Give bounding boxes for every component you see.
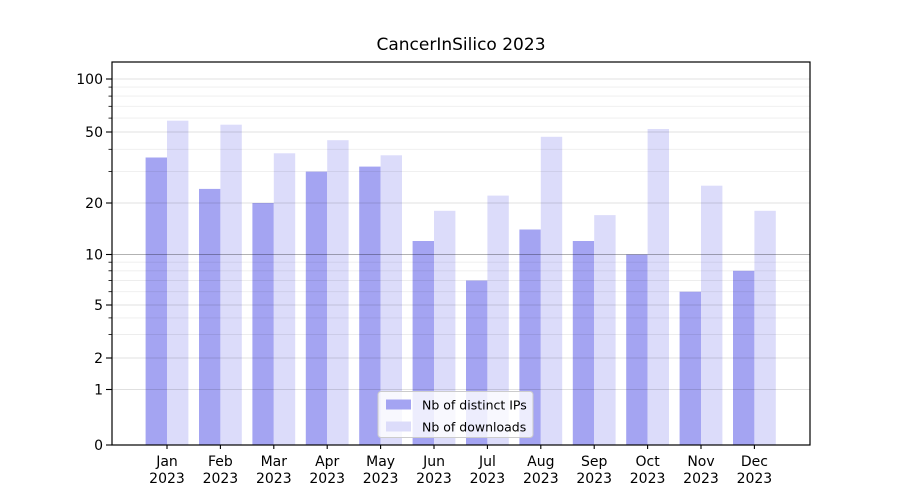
bar-ips-Apr [305,171,328,445]
chart-title: CancerInSilico 2023 [376,35,546,55]
y-tick-label-2: 2 [94,351,103,367]
x-tick-label-month-Feb: Feb [208,454,233,470]
bar-downloads-Mar [273,153,296,446]
y-tick-label-100: 100 [76,72,103,88]
bar-downloads-Sep [594,215,616,445]
bar-ips-Feb [199,188,221,445]
x-tick-label-month-Jun: Jun [422,454,445,470]
legend-swatch-ips [386,399,411,410]
x-tick-label-month-Aug: Aug [527,454,554,470]
x-tick-label-year-Nov: 2023 [683,471,719,487]
bar-downloads-Apr [327,140,349,445]
bar-downloads-Dec [754,210,776,445]
bar-downloads-Nov [701,185,723,445]
y-tick-label-20: 20 [85,196,103,212]
bar-ips-Sep [572,241,595,445]
y-tick-label-50: 50 [85,125,103,141]
bar-downloads-Jun [434,210,456,445]
bar-downloads-May [380,155,402,446]
x-tick-label-year-Oct: 2023 [630,471,666,487]
x-tick-label-month-Nov: Nov [687,454,714,470]
x-tick-label-month-Dec: Dec [741,454,768,470]
axes-frame [111,61,811,446]
y-tick-label-0: 0 [94,438,103,454]
bar-ips-Jan [145,157,167,445]
x-tick-label-year-Jul: 2023 [470,471,506,487]
x-tick-label-year-May: 2023 [363,471,399,487]
x-tick-label-month-Oct: Oct [635,454,660,470]
bar-downloads-Jan [167,120,189,445]
x-tick-label-month-Apr: Apr [315,454,339,470]
x-tick-label-year-Sep: 2023 [576,471,612,487]
legend-swatch-downloads [386,421,411,432]
bar-downloads-Oct [647,129,669,445]
legend-box [377,391,534,438]
bar-ips-Dec [733,270,755,445]
x-tick-label-year-Jan: 2023 [149,471,185,487]
x-tick-label-month-Mar: Mar [261,454,288,470]
legend-label-downloads: Nb of downloads [422,420,526,435]
x-tick-label-year-Dec: 2023 [737,471,773,487]
x-tick-label-year-Mar: 2023 [256,471,292,487]
x-tick-label-year-Aug: 2023 [523,471,559,487]
x-tick-label-year-Jun: 2023 [416,471,452,487]
bar-ips-Nov [679,291,701,445]
bar-ips-May [359,166,381,445]
x-tick-label-month-May: May [366,454,395,470]
bar-downloads-Feb [220,124,242,445]
bar-downloads-Aug [540,136,563,446]
bar-ips-Mar [252,203,274,445]
bar-downloads-Jul [487,195,509,445]
x-tick-label-month-Jul: Jul [478,454,496,470]
x-tick-label-year-Feb: 2023 [203,471,239,487]
x-tick-label-month-Jan: Jan [155,454,178,470]
y-tick-label-1: 1 [94,383,103,399]
x-tick-label-year-Apr: 2023 [309,471,345,487]
bar-ips-Oct [626,254,648,445]
legend-label-ips: Nb of distinct IPs [422,398,527,413]
y-tick-label-10: 10 [85,248,103,264]
x-tick-label-month-Sep: Sep [581,454,608,470]
y-tick-label-5: 5 [94,298,103,314]
